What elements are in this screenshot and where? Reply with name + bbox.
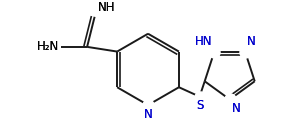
Text: N: N <box>144 108 152 121</box>
Text: NH: NH <box>97 1 115 14</box>
Text: N: N <box>232 102 240 115</box>
Text: H₂N: H₂N <box>37 40 59 53</box>
Text: N: N <box>232 102 240 115</box>
Text: HN: HN <box>195 35 212 48</box>
Text: N: N <box>144 108 152 121</box>
Text: S: S <box>196 99 203 112</box>
Text: N: N <box>247 35 256 48</box>
Text: H₂N: H₂N <box>37 40 59 53</box>
Text: NH: NH <box>97 1 115 14</box>
Text: N: N <box>247 35 256 48</box>
Text: S: S <box>196 99 203 112</box>
Text: HN: HN <box>195 35 212 48</box>
